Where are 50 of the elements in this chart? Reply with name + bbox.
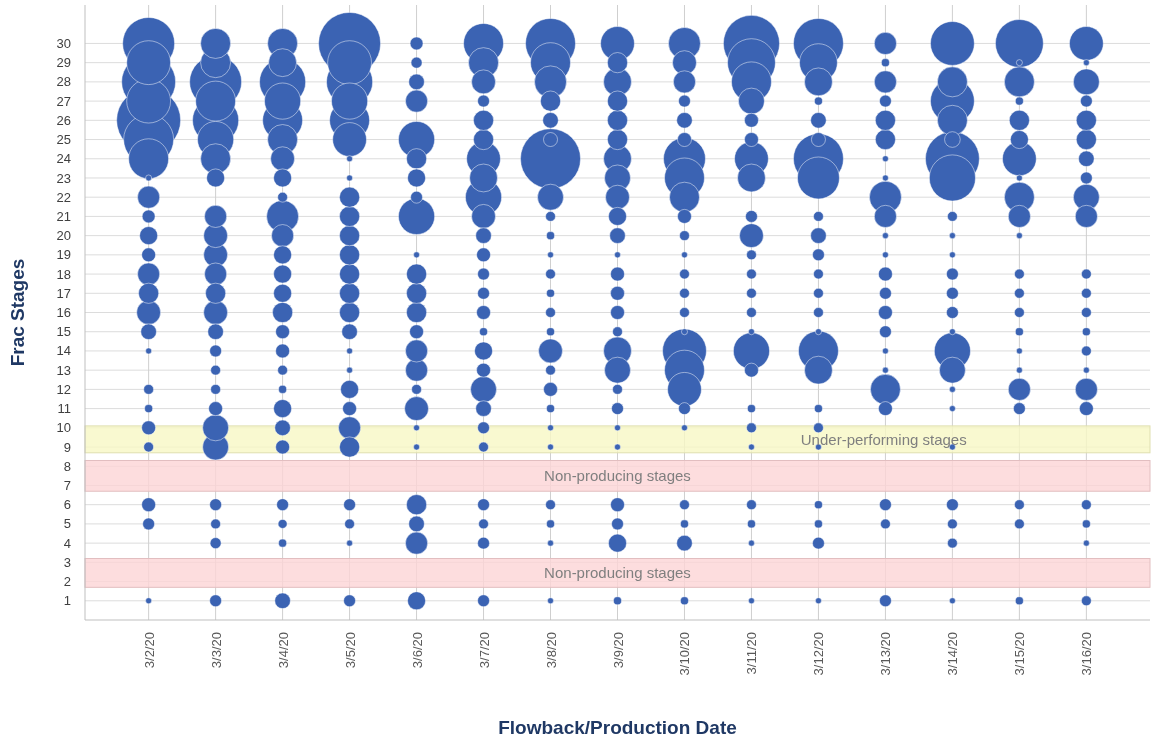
y-tick-label: 7 (63, 478, 71, 494)
y-tick-label: 10 (56, 420, 71, 436)
y-tick-label: 25 (56, 132, 71, 148)
y-tick-label: 14 (56, 343, 71, 359)
y-tick-label: 26 (56, 112, 71, 128)
y-tick-label: 22 (56, 189, 71, 205)
y-axis-title: Frac Stages (7, 258, 28, 367)
band-label: Non-producing stages (544, 564, 691, 582)
y-tick-label: 11 (57, 401, 71, 417)
x-tick-label: 3/15/20 (1012, 632, 1028, 676)
y-tick-label: 30 (56, 35, 71, 51)
y-tick-label: 20 (56, 228, 71, 244)
y-tick-label: 29 (56, 55, 71, 71)
y-tick-label: 6 (63, 497, 71, 513)
y-tick-label: 5 (63, 516, 71, 532)
x-tick-label: 3/4/20 (275, 632, 291, 669)
band-label: Non-producing stages (544, 467, 691, 485)
y-tick-label: 27 (56, 93, 71, 109)
y-tick-label: 16 (56, 305, 71, 321)
y-tick-label: 12 (56, 381, 71, 397)
y-tick-label: 8 (63, 458, 71, 474)
x-tick-label: 3/14/20 (945, 632, 961, 676)
x-axis-title: Flowback/Production Date (498, 717, 737, 738)
y-tick-label: 3 (63, 554, 71, 570)
x-tick-label: 3/10/20 (677, 632, 693, 676)
x-tick-label: 3/3/20 (208, 632, 224, 669)
x-tick-label: 3/6/20 (409, 632, 425, 669)
x-tick-label: 3/7/20 (476, 632, 492, 669)
y-tick-label: 15 (56, 324, 71, 340)
x-tick-label: 3/16/20 (1079, 632, 1095, 676)
y-tick-label: 1 (63, 593, 71, 609)
x-tick-label: 3/12/20 (811, 632, 827, 676)
y-tick-label: 19 (56, 247, 71, 263)
y-tick-label: 24 (56, 151, 71, 167)
band-label: Under-performing stages (800, 430, 967, 448)
y-tick-label: 21 (56, 208, 71, 224)
y-tick-label: 23 (56, 170, 71, 186)
y-tick-label: 28 (56, 74, 71, 90)
y-tick-label: 17 (56, 285, 71, 301)
y-tick-label: 9 (63, 439, 71, 455)
x-tick-label: 3/11/20 (744, 632, 760, 675)
y-tick-label: 4 (63, 535, 71, 551)
x-tick-label: 3/2/20 (141, 632, 157, 669)
y-tick-label: 2 (63, 574, 71, 590)
x-tick-label: 3/9/20 (610, 632, 626, 669)
x-tick-label: 3/13/20 (878, 632, 894, 676)
x-tick-label: 3/5/20 (342, 632, 358, 669)
y-tick-label: 18 (56, 266, 71, 282)
x-tick-label: 3/8/20 (543, 632, 559, 669)
y-tick-label: 13 (56, 362, 71, 378)
